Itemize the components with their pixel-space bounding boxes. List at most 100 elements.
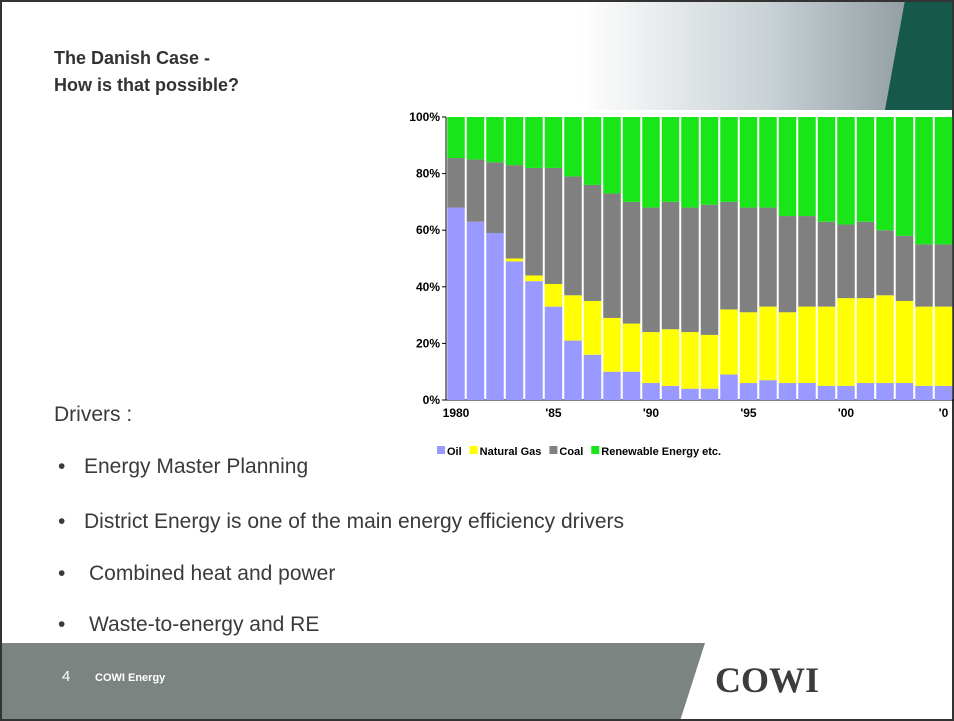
bar-segment <box>681 388 699 400</box>
bar-segment <box>681 332 699 389</box>
bar-segment <box>876 383 894 400</box>
legend-swatch <box>549 446 558 454</box>
bar-segment <box>583 354 602 400</box>
bar-segment <box>486 117 504 163</box>
bar-segment <box>934 117 953 245</box>
bar-segment <box>447 207 465 400</box>
bar-segment <box>895 300 914 384</box>
y-tick-label: 100% <box>409 110 440 124</box>
bar-segment <box>856 298 875 384</box>
bar-segment <box>681 117 699 208</box>
bar-segment <box>447 117 465 159</box>
x-tick-label: 1980 <box>443 406 470 420</box>
bar-segment <box>700 388 719 400</box>
bar-segment <box>759 117 777 208</box>
bar-segment <box>564 340 582 400</box>
bar-segment <box>856 221 875 299</box>
bar-segment <box>934 306 953 386</box>
bar-segment <box>661 329 680 386</box>
bar-segment <box>505 258 524 262</box>
bar-segment <box>915 244 933 307</box>
bar-segment <box>525 117 543 168</box>
bar-segment <box>720 309 738 375</box>
bar-segment <box>798 306 816 384</box>
bar-segment <box>622 117 641 202</box>
bar-segment <box>837 117 855 225</box>
bar-segment <box>778 216 797 313</box>
bar-segment <box>505 261 524 400</box>
bar-segment <box>486 162 504 234</box>
legend-label: Oil <box>447 446 462 458</box>
bar-segment <box>525 167 543 276</box>
footer-section: COWI Energy <box>95 672 166 684</box>
bar-segment <box>817 385 836 400</box>
bar-segment <box>778 312 797 384</box>
bar-segment <box>681 207 699 333</box>
bar-segment <box>778 117 797 217</box>
bar-segment <box>564 117 582 177</box>
x-tick-label: '85 <box>545 406 562 420</box>
legend-label: Coal <box>559 446 583 458</box>
photo-accent <box>885 0 954 110</box>
bar-segment <box>544 167 563 284</box>
bar-segment <box>837 224 855 299</box>
bar-segment <box>564 176 582 296</box>
legend-label: Renewable Energy etc. <box>601 446 721 458</box>
bar-segment <box>661 201 680 330</box>
bar-segment <box>486 233 504 400</box>
bar-segment <box>583 184 602 301</box>
bar-segment <box>915 117 933 245</box>
bullet-dot: • <box>58 455 65 478</box>
footer-band <box>0 643 705 721</box>
bullet-dot: • <box>58 562 65 585</box>
title-line: The Danish Case - <box>54 48 210 68</box>
bar-segment <box>525 275 543 282</box>
logo: COWI <box>715 660 819 700</box>
bar-segment <box>642 383 660 400</box>
bar-segment <box>603 371 621 400</box>
bar-segment <box>778 383 797 400</box>
bar-segment <box>895 117 914 236</box>
bar-segment <box>915 306 933 386</box>
bar-segment <box>915 385 933 400</box>
bullet-dot: • <box>58 510 65 533</box>
x-tick-label: '0 <box>939 406 949 420</box>
bar-segment <box>759 306 777 381</box>
bar-segment <box>759 380 777 400</box>
bar-segment <box>720 117 738 202</box>
bar-segment <box>817 221 836 307</box>
bar-segment <box>505 117 524 166</box>
bar-segment <box>661 117 680 202</box>
legend-swatch <box>437 446 445 454</box>
bar-segment <box>583 117 602 185</box>
y-tick-label: 0% <box>423 393 441 407</box>
bar-segment <box>661 385 680 400</box>
bar-segment <box>876 230 894 296</box>
bar-segment <box>837 385 855 400</box>
bar-segment <box>739 207 758 313</box>
bar-segment <box>798 117 816 217</box>
legend-swatch <box>469 446 478 454</box>
bar-segment <box>895 235 914 301</box>
bullet: District Energy is one of the main energ… <box>84 510 624 533</box>
page-number: 4 <box>62 668 70 685</box>
bar-segment <box>856 383 875 400</box>
bar-segment <box>876 117 894 231</box>
bar-segment <box>817 117 836 222</box>
bar-segment <box>642 117 660 208</box>
bullet: Waste-to-energy and RE <box>89 613 319 636</box>
bar-segment <box>544 283 563 307</box>
bar-segment <box>564 295 582 341</box>
bar-segment <box>603 317 621 372</box>
bar-segment <box>447 158 465 208</box>
legend-label: Natural Gas <box>480 446 542 458</box>
x-tick-label: '95 <box>740 406 757 420</box>
bar-segment <box>622 201 641 324</box>
bar-segment <box>466 117 485 160</box>
bar-segment <box>642 332 660 384</box>
bullet: Combined heat and power <box>89 562 335 585</box>
x-tick-label: '90 <box>643 406 660 420</box>
bar-segment <box>856 117 875 222</box>
